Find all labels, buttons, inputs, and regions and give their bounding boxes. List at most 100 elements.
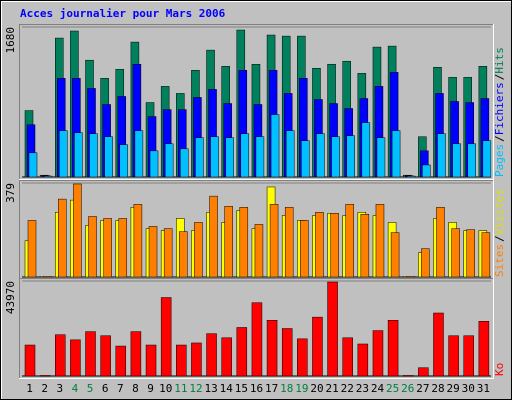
bar [43, 175, 53, 178]
y-tick-label: 1680 [4, 27, 17, 54]
bar [255, 136, 265, 178]
bar [236, 327, 248, 377]
legend: Sites /Visites [493, 189, 506, 277]
x-tick-label: 19 [295, 382, 308, 395]
bar [164, 143, 174, 178]
legend-entry: Sites [493, 244, 506, 277]
x-tick-label: 21 [326, 382, 339, 395]
x-tick-label: 20 [310, 382, 323, 395]
bar [221, 337, 232, 377]
x-tick-label: 16 [250, 382, 263, 395]
x-tick-label: 2 [41, 382, 48, 395]
bar [195, 137, 204, 178]
bar [58, 198, 67, 278]
bar [206, 333, 217, 377]
bar [346, 135, 355, 178]
y-tick-label: 43970 [4, 281, 17, 314]
bar [301, 140, 310, 178]
bar [191, 342, 202, 377]
bar [148, 226, 158, 278]
bar [387, 319, 399, 377]
bar [284, 207, 294, 278]
bar [452, 143, 461, 178]
bar [70, 339, 81, 377]
bar [421, 248, 430, 278]
bar [176, 344, 187, 377]
bar [466, 229, 475, 278]
legend-entry: Hits [493, 47, 506, 74]
bar [225, 137, 234, 178]
bar [74, 132, 83, 178]
bar [27, 220, 37, 278]
x-tick-label: 3 [57, 382, 64, 395]
bar [405, 276, 415, 278]
x-tick-label: 27 [416, 382, 429, 395]
x-tick-label: 5 [87, 382, 94, 395]
legend: Pages/Fichiers/Hits [493, 47, 506, 177]
bar [100, 335, 111, 377]
bar [331, 136, 340, 178]
x-tick-label: 15 [235, 382, 248, 395]
bar [467, 143, 476, 178]
bar [115, 345, 127, 377]
legend-entry: Fichiers [493, 82, 506, 135]
bar [55, 334, 66, 377]
x-tick-label: 22 [341, 382, 354, 395]
legend-separator: / [493, 135, 506, 142]
bar [478, 321, 490, 377]
x-tick-label: 7 [117, 382, 124, 395]
x-tick-label: 17 [265, 382, 278, 395]
legend-entry: Visites [493, 189, 506, 235]
bar [179, 231, 188, 278]
bar [133, 204, 143, 278]
bar [437, 133, 446, 178]
x-tick-label: 24 [371, 382, 385, 395]
x-tick-label: 18 [280, 382, 293, 395]
bar [375, 204, 385, 278]
x-tick-label: 25 [386, 382, 399, 395]
x-tick-label: 29 [447, 382, 460, 395]
bar [42, 276, 52, 278]
x-tick-label: 23 [356, 382, 369, 395]
bar [118, 218, 128, 278]
x-tick-label: 31 [477, 382, 490, 395]
bar [251, 302, 263, 377]
bar [28, 152, 38, 178]
chart-title: Acces journalier pour Mars 2006 [20, 7, 226, 20]
y-tick-label: 379 [4, 183, 17, 203]
bar [297, 338, 308, 377]
bar [391, 130, 401, 178]
bar [160, 297, 172, 377]
x-tick-label: 14 [220, 382, 234, 395]
x-tick-label: 1 [26, 382, 33, 395]
x-tick-label: 6 [102, 382, 109, 395]
bar [130, 331, 142, 377]
bar [372, 330, 384, 377]
bar [88, 216, 97, 278]
x-tick-label: 26 [401, 382, 414, 395]
bar [281, 328, 293, 377]
bar [481, 232, 491, 278]
bar [330, 213, 339, 278]
bar [433, 312, 444, 377]
bar [270, 114, 280, 178]
bar [376, 137, 386, 178]
bar [85, 331, 96, 377]
bar [422, 164, 431, 178]
x-tick-label: 10 [159, 382, 172, 395]
bar [342, 337, 353, 377]
bar [254, 224, 264, 278]
legend-separator: / [493, 235, 506, 242]
bar [357, 343, 369, 377]
bar [180, 148, 189, 178]
bar [390, 232, 400, 278]
bar [103, 218, 112, 278]
bar [163, 228, 173, 278]
bar [448, 335, 459, 377]
bar [463, 335, 474, 377]
bar [361, 122, 371, 178]
bar [285, 130, 295, 178]
bar [436, 207, 445, 278]
bar [209, 195, 218, 278]
